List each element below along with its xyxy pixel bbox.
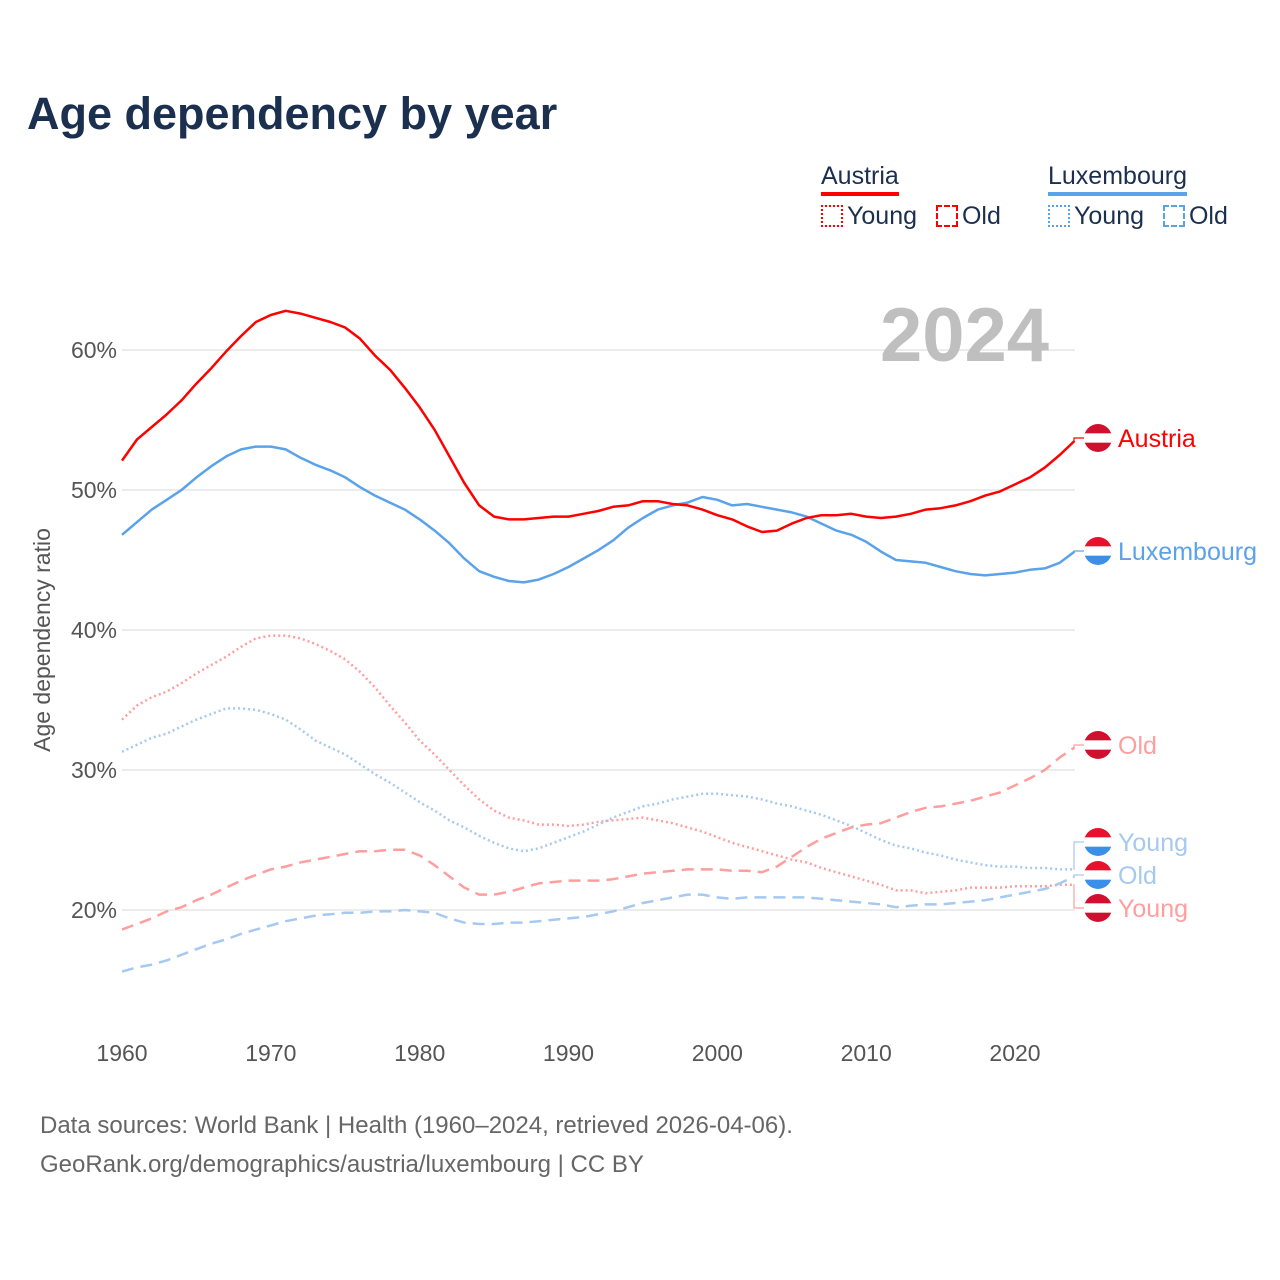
series-line-luxembourg-old [121,875,1076,973]
flag-stripes [1084,828,1112,856]
flag-stripe [1084,537,1112,547]
x-tick-label: 1970 [245,1040,296,1066]
legend-group-luxembourg: Luxembourg Young Old [1048,162,1228,231]
series-line-austria-old [121,746,1076,931]
flag-austria-icon [1084,424,1112,452]
legend-dashed-swatch-icon [1162,205,1185,227]
legend-group-austria: Austria Young Old [821,162,1001,231]
x-tick-label: 1990 [543,1040,594,1066]
y-tick-label: 40% [71,617,117,643]
flag-stripe [1084,846,1112,856]
flag-stripes [1084,861,1112,889]
flag-stripe [1084,903,1112,914]
flag-luxembourg-icon [1084,861,1112,889]
legend-luxembourg-title: Luxembourg [1048,162,1187,196]
end-label-luxembourg-old: Old [1118,862,1157,890]
label-connector [1073,550,1084,553]
flag-stripe [1084,861,1112,871]
flag-stripe [1084,433,1112,444]
flag-austria-icon [1084,894,1112,922]
y-tick-label: 60% [71,337,117,363]
flag-stripe [1084,749,1112,759]
flag-stripes [1084,894,1112,922]
flag-stripe [1084,555,1112,565]
flag-stripes [1084,424,1112,452]
label-connector [1073,884,1084,909]
y-tick-label: 50% [71,477,117,503]
legend-dotted-swatch-icon [821,205,843,227]
series-line-austria-young [121,634,1075,895]
end-label-luxembourg: Luxembourg [1118,538,1257,566]
legend-luxembourg-old[interactable]: Old [1188,202,1228,230]
flag-stripe [1084,546,1112,557]
label-connector [1073,744,1084,749]
flag-austria-icon [1084,731,1112,759]
flag-stripe [1084,870,1112,881]
legend-austria-young[interactable]: Young [847,202,917,230]
y-tick-label: 30% [71,757,117,783]
y-axis-label: Age dependency ratio [29,528,55,752]
source-line-1: Data sources: World Bank | Health (1960–… [40,1112,793,1139]
flag-stripe [1084,424,1112,434]
series-line-austria [120,309,1076,534]
x-tick-label: 1980 [394,1040,445,1066]
year-watermark: 2024 [880,293,1050,378]
label-connector [1073,841,1084,870]
chart-title: Age dependency by year [27,88,558,139]
x-tick-label: 2010 [841,1040,892,1066]
flag-stripe [1084,740,1112,751]
label-connector [1073,874,1084,877]
flag-stripe [1084,879,1112,889]
y-tick-label: 20% [71,897,117,923]
source-note: Data sources: World Bank | Health (1960–… [40,1106,793,1184]
x-tick-label: 1960 [96,1040,147,1066]
end-label-austria-old: Old [1118,732,1157,760]
legend-dashed-swatch-icon [935,205,958,227]
legend-dotted-swatch-icon [1048,205,1070,227]
end-label-luxembourg-young: Young [1118,829,1188,857]
flag-stripes [1084,537,1112,565]
source-line-2[interactable]: GeoRank.org/demographics/austria/luxembo… [40,1151,644,1178]
legend-austria-old[interactable]: Old [961,202,1001,230]
legend-austria-title: Austria [821,162,899,196]
flag-stripe [1084,442,1112,452]
x-tick-label: 2020 [989,1040,1040,1066]
flag-stripe [1084,912,1112,922]
flag-luxembourg-icon [1084,537,1112,565]
series-line-luxembourg-young [121,707,1075,871]
legend-luxembourg-young[interactable]: Young [1074,202,1144,230]
flag-stripe [1084,894,1112,904]
flag-stripes [1084,731,1112,759]
label-connector [1073,437,1084,442]
flag-stripe [1084,731,1112,741]
flag-stripe [1084,828,1112,838]
flag-luxembourg-icon [1084,828,1112,856]
end-label-austria-young: Young [1118,895,1188,923]
flag-stripe [1084,837,1112,848]
x-tick-label: 2000 [692,1040,743,1066]
series-line-luxembourg [121,445,1076,584]
end-label-austria: Austria [1118,425,1196,453]
